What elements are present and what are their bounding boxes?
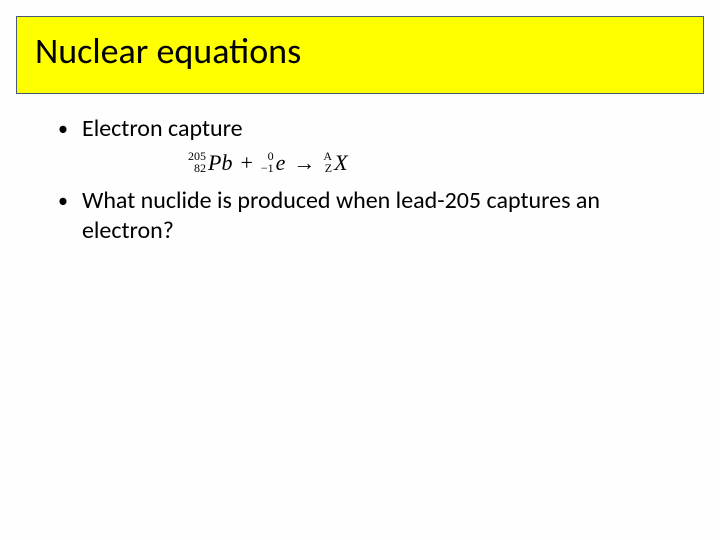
plus-operator: + bbox=[240, 150, 252, 176]
nuclide-electron: 0 −1 e bbox=[261, 150, 286, 176]
nuclide-product: A Z X bbox=[323, 150, 347, 176]
slide-title: Nuclear equations bbox=[35, 29, 685, 73]
presuperscript: 0 −1 bbox=[261, 150, 274, 174]
arrow-operator: → bbox=[293, 150, 315, 176]
bullet-icon: • bbox=[58, 186, 68, 216]
atomic-number: Z bbox=[325, 162, 332, 174]
bullet-icon: • bbox=[58, 114, 68, 144]
element-symbol: X bbox=[334, 150, 347, 176]
atomic-number: −1 bbox=[261, 162, 274, 174]
content-area: • Electron capture 205 82 Pb + 0 −1 e → bbox=[8, 110, 712, 246]
slide: Nuclear equations • Electron capture 205… bbox=[0, 0, 720, 540]
atomic-number: 82 bbox=[194, 162, 206, 174]
element-symbol: e bbox=[276, 150, 286, 176]
title-box: Nuclear equations bbox=[16, 16, 704, 94]
nuclide-pb: 205 82 Pb bbox=[188, 150, 232, 176]
bullet-text: Electron capture bbox=[82, 114, 662, 144]
bullet-text: What nuclide is produced when lead-205 c… bbox=[82, 186, 662, 246]
nuclear-equation: 205 82 Pb + 0 −1 e → A Z X bbox=[188, 150, 662, 176]
bullet-item: • Electron capture bbox=[58, 114, 662, 144]
bullet-item: • What nuclide is produced when lead-205… bbox=[58, 186, 662, 246]
element-symbol: Pb bbox=[208, 150, 232, 176]
presuperscript: A Z bbox=[323, 150, 332, 174]
presuperscript: 205 82 bbox=[188, 150, 206, 174]
